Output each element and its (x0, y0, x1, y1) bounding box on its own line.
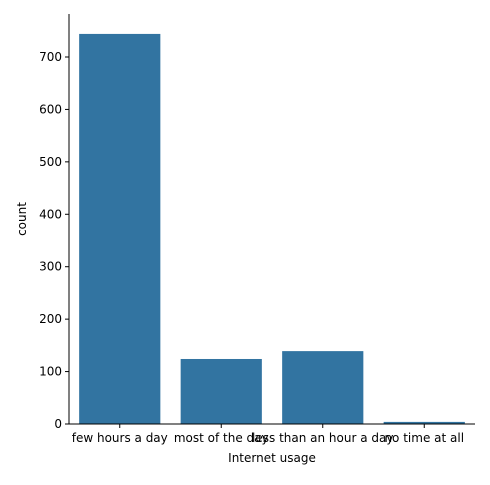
y-tick-label: 600 (39, 102, 62, 116)
x-axis-title: Internet usage (228, 451, 316, 465)
bar-less-than-an-hour-a-day (282, 351, 364, 424)
x-tick-label: no time at all (384, 431, 464, 445)
y-tick-label: 700 (39, 50, 62, 64)
y-tick-label: 500 (39, 155, 62, 169)
bar-no-time-at-all (383, 421, 465, 424)
bar-most-of-the-day (180, 358, 262, 424)
y-tick-label: 200 (39, 312, 62, 326)
y-axis: 0 100 200 300 400 500 600 700 (39, 50, 69, 431)
bars (79, 33, 465, 424)
x-tick-label: less than an hour a day (252, 431, 393, 445)
y-tick-label: 100 (39, 365, 62, 379)
y-axis-title: count (15, 202, 29, 236)
y-tick-label: 400 (39, 207, 62, 221)
y-tick-label: 300 (39, 260, 62, 274)
bar-few-hours-a-day (79, 33, 161, 424)
x-tick-label: few hours a day (72, 431, 168, 445)
x-tick-label: most of the day (174, 431, 269, 445)
y-tick-label: 0 (54, 417, 62, 431)
